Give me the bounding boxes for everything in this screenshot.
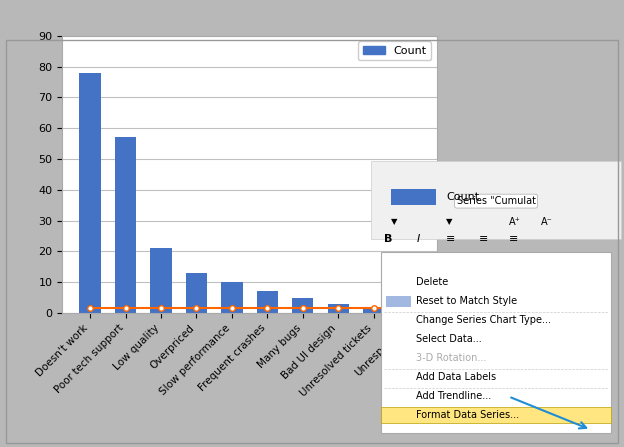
Bar <box>292 298 313 313</box>
Text: Format Data Series...: Format Data Series... <box>416 410 519 420</box>
FancyArrowPatch shape <box>511 397 586 428</box>
Bar <box>150 248 172 313</box>
Bar <box>399 307 420 313</box>
Text: Delete: Delete <box>416 278 449 287</box>
Text: ≡: ≡ <box>479 233 488 244</box>
Text: ≡: ≡ <box>446 233 456 244</box>
Legend: Count: Count <box>358 41 431 60</box>
Text: A⁻: A⁻ <box>541 217 553 227</box>
Bar <box>256 291 278 313</box>
Bar <box>79 73 100 313</box>
Text: ▼: ▼ <box>446 217 452 226</box>
FancyBboxPatch shape <box>381 253 611 433</box>
Text: 3-D Rotation...: 3-D Rotation... <box>416 353 487 363</box>
Text: Reset to Match Style: Reset to Match Style <box>416 296 517 306</box>
Bar <box>186 273 207 313</box>
Text: Count: Count <box>446 192 479 202</box>
Text: A⁺: A⁺ <box>509 217 520 227</box>
Text: I: I <box>416 233 419 244</box>
Bar <box>328 304 349 313</box>
Text: Add Data Labels: Add Data Labels <box>416 372 496 382</box>
Text: B: B <box>384 233 392 244</box>
Text: Series "Cumulat: Series "Cumulat <box>457 196 535 206</box>
Bar <box>363 307 384 313</box>
Bar <box>391 189 436 205</box>
Bar <box>381 407 611 423</box>
FancyBboxPatch shape <box>371 161 621 239</box>
Text: Select Data...: Select Data... <box>416 334 482 344</box>
Text: ▼: ▼ <box>391 217 397 226</box>
Text: Change Series Chart Type...: Change Series Chart Type... <box>416 315 551 325</box>
Text: Add Trendline...: Add Trendline... <box>416 391 492 401</box>
Bar <box>386 296 411 307</box>
Bar <box>222 282 243 313</box>
Bar <box>115 137 136 313</box>
Text: ≡: ≡ <box>509 233 518 244</box>
